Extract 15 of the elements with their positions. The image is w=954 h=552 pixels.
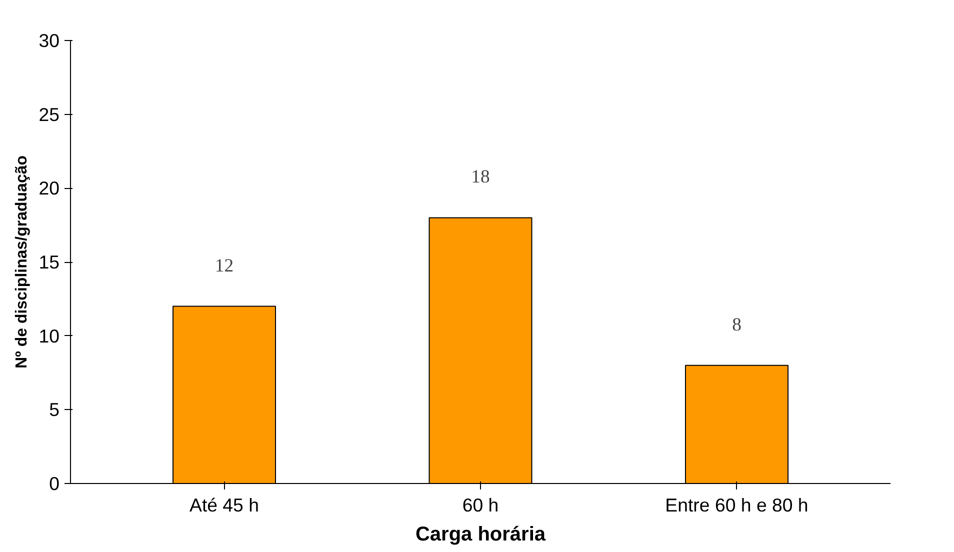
- y-tick-label: 20: [38, 178, 60, 199]
- x-tick-label: Entre 60 h e 80 h: [665, 494, 808, 516]
- y-tick-label: 5: [49, 399, 60, 420]
- x-axis-title: Carga horária: [415, 524, 546, 546]
- y-axis-title: Nº de disciplinas/graduação: [14, 155, 31, 369]
- data-label: 18: [471, 166, 490, 188]
- data-label: 12: [214, 255, 234, 276]
- y-tick-label: 0: [49, 473, 60, 494]
- y-tick-label: 15: [38, 252, 60, 272]
- y-tick-label: 10: [38, 325, 60, 346]
- y-tick-label: 30: [38, 30, 60, 51]
- x-tick-label: 60 h: [462, 494, 499, 516]
- x-tick-label: Até 45 h: [190, 494, 259, 516]
- y-tick-label: 25: [38, 104, 60, 125]
- data-label: 8: [732, 314, 742, 336]
